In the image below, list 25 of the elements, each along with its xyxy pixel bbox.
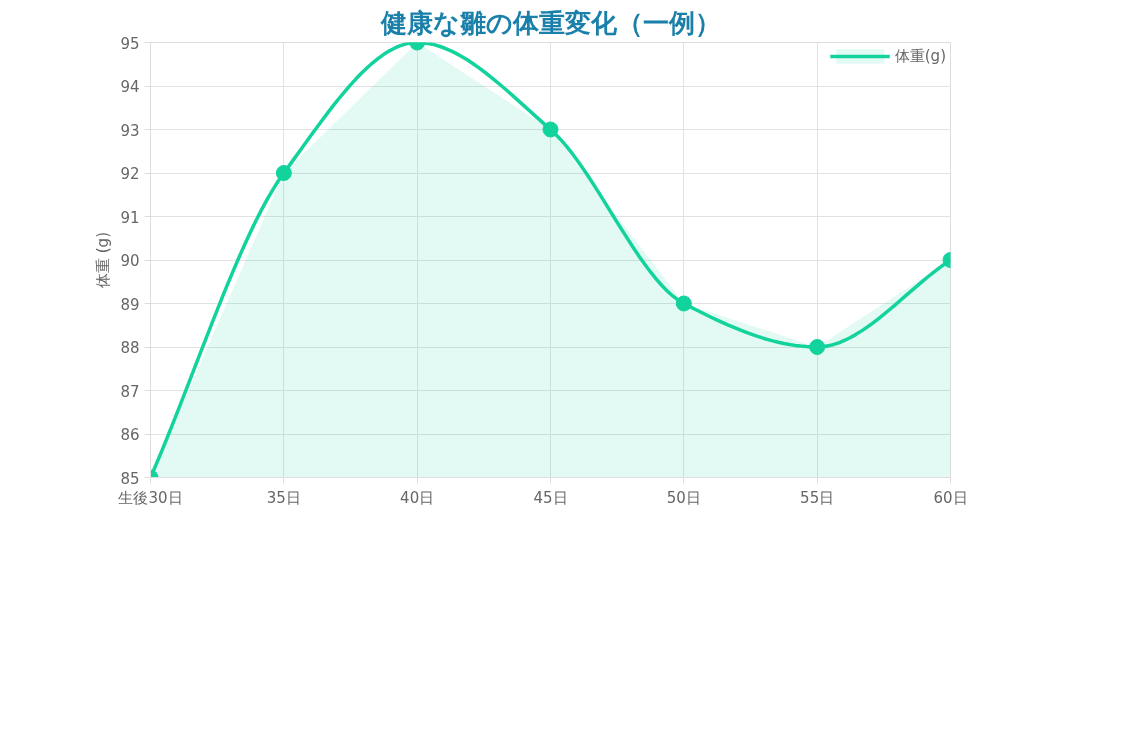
legend-label: 体重(g) bbox=[894, 46, 946, 66]
y-tick-label: 88 bbox=[120, 339, 140, 357]
y-tick-label: 92 bbox=[120, 165, 140, 183]
y-axis-title: 体重 (g) bbox=[94, 232, 113, 288]
y-tick-label: 91 bbox=[120, 208, 140, 227]
y-tick-label: 95 bbox=[120, 34, 140, 53]
y-tick-label: 93 bbox=[120, 121, 140, 140]
y-tick-label: 86 bbox=[120, 426, 140, 444]
x-tick-label: 45日 bbox=[533, 488, 568, 507]
y-tick-label: 85 bbox=[120, 469, 140, 488]
point bbox=[275, 165, 292, 181]
point bbox=[675, 295, 692, 312]
point bbox=[542, 121, 559, 138]
x-tick-label: 60日 bbox=[933, 488, 968, 507]
x-tick-label: 生後30日 bbox=[118, 488, 183, 507]
y-tick-label: 89 bbox=[120, 295, 140, 314]
point bbox=[809, 339, 826, 355]
x-tick-label: 40日 bbox=[400, 488, 435, 507]
y-tick-label: 90 bbox=[120, 252, 140, 270]
chart-title: 健康な雛の体重変化（一例） bbox=[379, 7, 721, 38]
x-tick-label: 55日 bbox=[800, 488, 835, 507]
x-tick-label: 35日 bbox=[266, 488, 301, 507]
x-tick-label: 50日 bbox=[666, 488, 701, 507]
y-tick-label: 94 bbox=[120, 78, 140, 96]
y-tick-label: 87 bbox=[120, 382, 140, 401]
